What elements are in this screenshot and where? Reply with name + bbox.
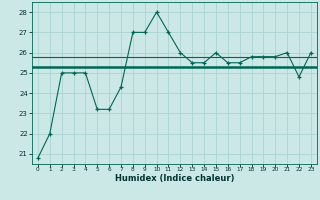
X-axis label: Humidex (Indice chaleur): Humidex (Indice chaleur) bbox=[115, 174, 234, 183]
